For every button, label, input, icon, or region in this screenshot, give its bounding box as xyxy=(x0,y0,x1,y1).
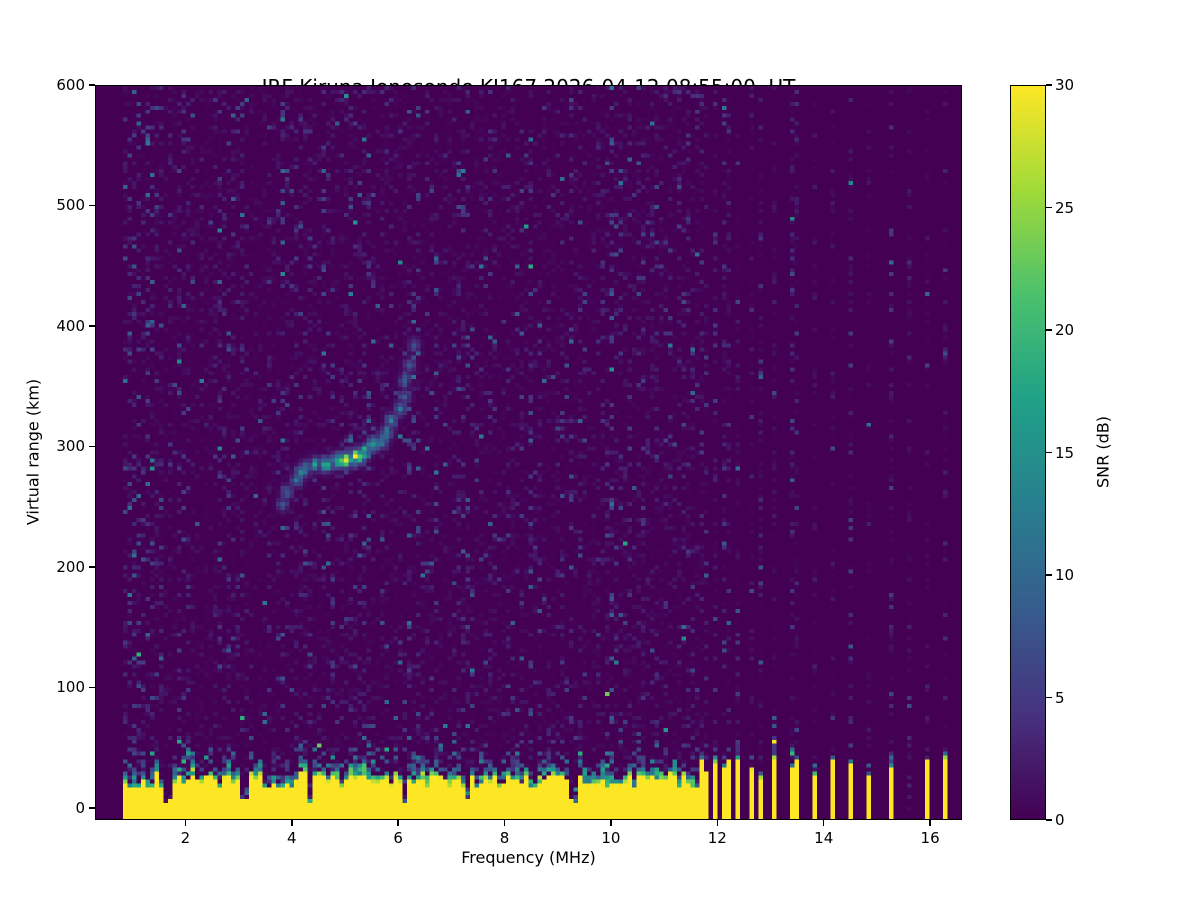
x-tick-mark xyxy=(716,820,719,826)
x-tick-label: 16 xyxy=(920,829,940,847)
x-tick-label: 6 xyxy=(393,829,403,847)
y-tick-mark xyxy=(89,204,95,207)
y-tick-mark xyxy=(89,686,95,689)
y-tick-label: 500 xyxy=(56,196,85,215)
x-tick-mark xyxy=(929,820,931,826)
x-tick-mark xyxy=(291,820,293,826)
y-tick-label: 200 xyxy=(56,557,85,576)
x-tick-mark xyxy=(822,820,825,826)
x-tick-label: 14 xyxy=(814,829,834,847)
colorbar-tick-label: 15 xyxy=(1055,443,1075,462)
x-tick-label: 8 xyxy=(499,829,510,847)
colorbar-tick-mark xyxy=(1046,696,1052,699)
colorbar-tick-mark xyxy=(1046,574,1052,576)
y-tick-label: 300 xyxy=(56,437,85,456)
y-tick-label: 400 xyxy=(56,316,85,335)
colorbar-tick-mark xyxy=(1046,451,1052,454)
y-tick-mark xyxy=(89,566,95,568)
colorbar-tick-mark xyxy=(1046,819,1052,821)
colorbar-tick-label: 30 xyxy=(1055,76,1075,94)
y-tick-label: 100 xyxy=(56,678,85,697)
x-tick-mark xyxy=(397,820,399,826)
plot-area xyxy=(95,85,962,820)
colorbar-tick-label: 5 xyxy=(1055,688,1065,707)
x-tick-label: 2 xyxy=(180,829,191,847)
y-tick-label: 0 xyxy=(75,798,85,817)
x-axis-label: Frequency (MHz) xyxy=(461,848,596,867)
y-tick-mark xyxy=(89,325,95,327)
y-tick-label: 600 xyxy=(56,76,85,94)
colorbar-label: SNR (dB) xyxy=(1093,416,1113,488)
y-tick-mark xyxy=(89,807,95,809)
colorbar-tick-mark xyxy=(1046,329,1052,331)
y-tick-mark xyxy=(89,445,95,448)
ionogram-heatmap-canvas xyxy=(96,86,961,819)
x-tick-label: 4 xyxy=(287,829,297,847)
x-tick-label: 10 xyxy=(601,829,621,847)
colorbar-tick-mark xyxy=(1046,206,1052,209)
colorbar-tick-label: 10 xyxy=(1055,566,1075,584)
colorbar-tick-label: 25 xyxy=(1055,198,1075,217)
x-tick-mark xyxy=(503,820,506,826)
colorbar-tick-mark xyxy=(1046,84,1052,86)
x-tick-label: 12 xyxy=(707,829,727,847)
colorbar-tick-label: 20 xyxy=(1055,321,1075,339)
colorbar-tick-label: 0 xyxy=(1055,811,1065,829)
x-tick-mark xyxy=(610,820,612,826)
y-tick-mark xyxy=(89,84,95,86)
x-tick-mark xyxy=(184,820,187,826)
colorbar-gradient xyxy=(1010,85,1046,820)
